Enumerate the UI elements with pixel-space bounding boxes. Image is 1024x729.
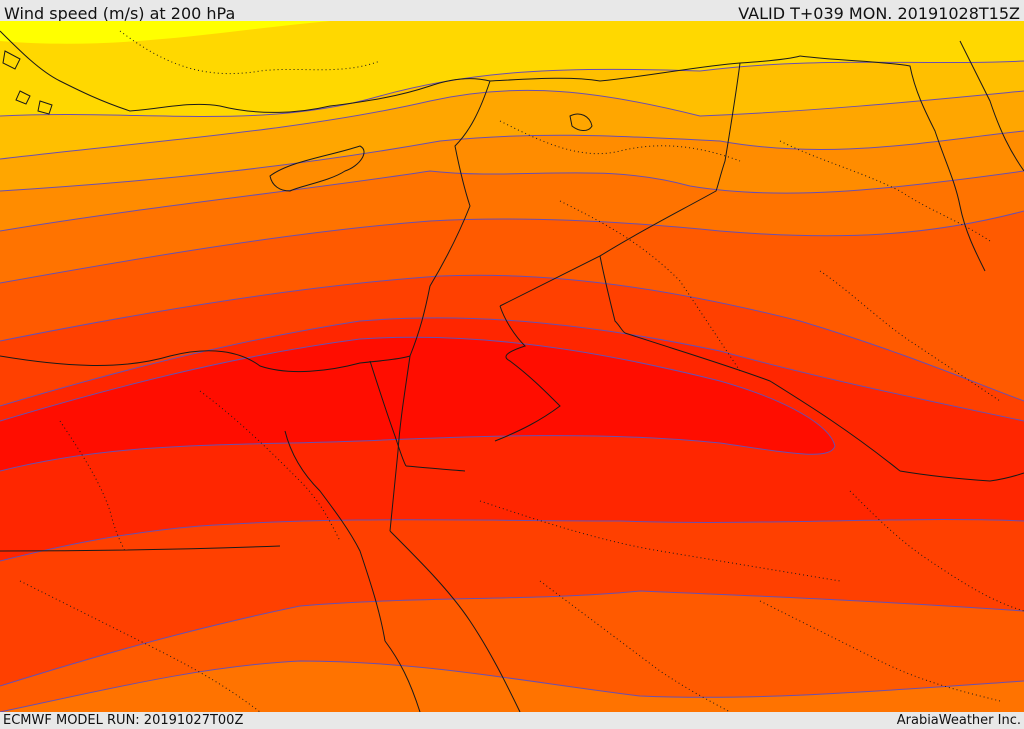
jordan-saudi-border	[494, 305, 561, 442]
model-run-label: ECMWF MODEL RUN: 20191027T00Z	[3, 713, 244, 728]
chart-title: Wind speed (m/s) at 200 hPa	[4, 4, 236, 23]
iraq-iran-border	[799, 55, 986, 272]
red-sea-east	[389, 530, 521, 712]
band-lower-3	[0, 661, 1024, 712]
coastlines	[0, 30, 1024, 712]
suez-gulf	[284, 430, 386, 642]
red-sea-west	[384, 640, 421, 712]
caspian-coast	[959, 40, 1024, 172]
egypt-north-coast	[0, 350, 411, 373]
saudi-egypt-link	[0, 545, 281, 552]
country-borders	[0, 55, 986, 552]
turkey-coast	[0, 30, 491, 113]
valid-time-label: VALID T+039 MON. 20191028T15Z	[738, 4, 1020, 23]
levant-coast	[409, 80, 491, 357]
wind-speed-map	[0, 21, 1024, 712]
speed-bands	[0, 21, 1024, 712]
band-9-jet-core	[0, 337, 835, 471]
admin-boundaries	[19, 30, 1024, 712]
isotach-contours	[0, 60, 1024, 712]
aqaba-gulf	[389, 355, 411, 532]
cyprus	[269, 145, 365, 192]
persian-gulf-coast	[899, 470, 1024, 482]
aegean-islands	[2, 50, 53, 115]
footer-bar: ECMWF MODEL RUN: 20191027T00Z ArabiaWeat…	[0, 712, 1024, 729]
jordan-iraq-border	[599, 255, 626, 334]
iraq-saudi-border	[624, 332, 901, 472]
syria-iraq-border	[499, 62, 741, 307]
lake-van	[569, 113, 593, 131]
header-bar: Wind speed (m/s) at 200 hPa VALID T+039 …	[0, 0, 1024, 23]
syria-turkey-border	[489, 55, 801, 82]
credit-label: ArabiaWeather Inc.	[896, 713, 1021, 728]
sinai-border	[405, 465, 466, 472]
egypt-israel-border	[369, 360, 407, 467]
